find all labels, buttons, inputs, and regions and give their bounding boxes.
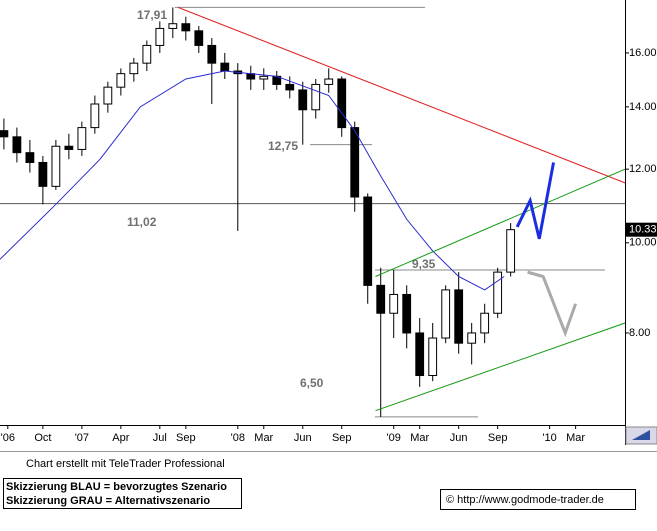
overlay-line: [177, 6, 626, 184]
overlay-line: [375, 322, 626, 412]
x-tick-label: Apr: [112, 432, 129, 444]
source[interactable]: © http://www.godmode-trader.de: [446, 494, 604, 506]
candle-body: [363, 196, 373, 286]
candle-body: [207, 44, 217, 64]
level-label: 17,91: [137, 8, 167, 22]
candle-body: [25, 152, 35, 163]
x-tick-label: '09: [387, 432, 401, 444]
candle-body: [506, 229, 516, 273]
level-label: 12,75: [268, 139, 298, 153]
x-tick-label: Mar: [254, 432, 273, 444]
candle-body: [51, 145, 61, 187]
candle-body: [103, 86, 113, 105]
y-tick-label: 8.00: [629, 327, 650, 339]
x-tick-label: Sep: [176, 432, 196, 444]
candle-body: [285, 83, 295, 91]
x-tick-label: Sep: [332, 432, 352, 444]
candle-body: [324, 78, 334, 85]
x-tick-label: '10: [542, 432, 556, 444]
candle-body: [389, 293, 399, 314]
candle-body: [454, 289, 464, 344]
candle-body: [402, 293, 412, 334]
legend-blue: Skizzierung BLAU = bevorzugtes Szenario: [6, 481, 227, 493]
y-tick-label: 14.00: [629, 101, 657, 113]
last-price-box: [626, 222, 657, 237]
x-tick-label: '07: [75, 432, 89, 444]
x-tick-label: '06: [1, 432, 15, 444]
overlay-line: [0, 70, 505, 291]
x-tick-label: Jun: [450, 432, 468, 444]
legend-grey: Skizzierung GRAU = Alternativszenario: [6, 495, 210, 507]
candle-body: [0, 130, 9, 138]
candle-body: [181, 23, 191, 32]
source-box: [440, 489, 636, 510]
candle-body: [259, 75, 269, 80]
candle-body: [64, 145, 74, 150]
x-tick-label: Jul: [153, 432, 167, 444]
candle-body: [116, 73, 126, 88]
overlay-line: [527, 270, 578, 338]
candle-body: [311, 83, 321, 111]
level-label: 9,35: [412, 257, 436, 271]
candle-body: [480, 312, 490, 334]
candle-body: [428, 337, 438, 377]
candle-body: [493, 271, 503, 314]
scroll-icon: [632, 430, 650, 440]
last-price: 10.33: [629, 224, 657, 236]
candle-body: [168, 23, 178, 29]
level-label: 11,02: [127, 215, 157, 229]
candle-body: [77, 127, 87, 150]
x-tick-label: Mar: [410, 432, 429, 444]
candle-body: [142, 44, 152, 64]
candle-body: [415, 332, 425, 377]
level-label: 6,50: [300, 376, 324, 390]
candle-body: [441, 289, 451, 339]
x-tick-label: '08: [231, 432, 245, 444]
x-tick-label: Sep: [488, 432, 508, 444]
candle-body: [12, 136, 22, 154]
candle-body: [350, 127, 360, 198]
candle-body: [38, 161, 48, 187]
y-tick-label: 12.00: [629, 163, 657, 175]
overlay-line: [515, 162, 556, 240]
candle-body: [337, 78, 347, 129]
candle-body: [376, 284, 386, 314]
y-tick-label: 16.00: [629, 47, 657, 59]
overlay-line: [375, 168, 626, 277]
candle-body: [246, 73, 256, 80]
x-tick-label: Jun: [294, 432, 312, 444]
candle-body: [298, 89, 308, 111]
candle-body: [155, 27, 165, 46]
y-tick-label: 10.00: [629, 237, 657, 249]
x-tick-label: Oct: [34, 432, 51, 444]
candle-body: [129, 62, 139, 75]
candle-body: [90, 103, 100, 129]
legend-box: [3, 478, 242, 509]
candle-body: [467, 332, 477, 344]
credit: Chart erstellt mit TeleTrader Profession…: [26, 458, 225, 470]
candle-body: [220, 62, 230, 72]
candle-body: [194, 30, 204, 46]
x-tick-label: Mar: [566, 432, 585, 444]
